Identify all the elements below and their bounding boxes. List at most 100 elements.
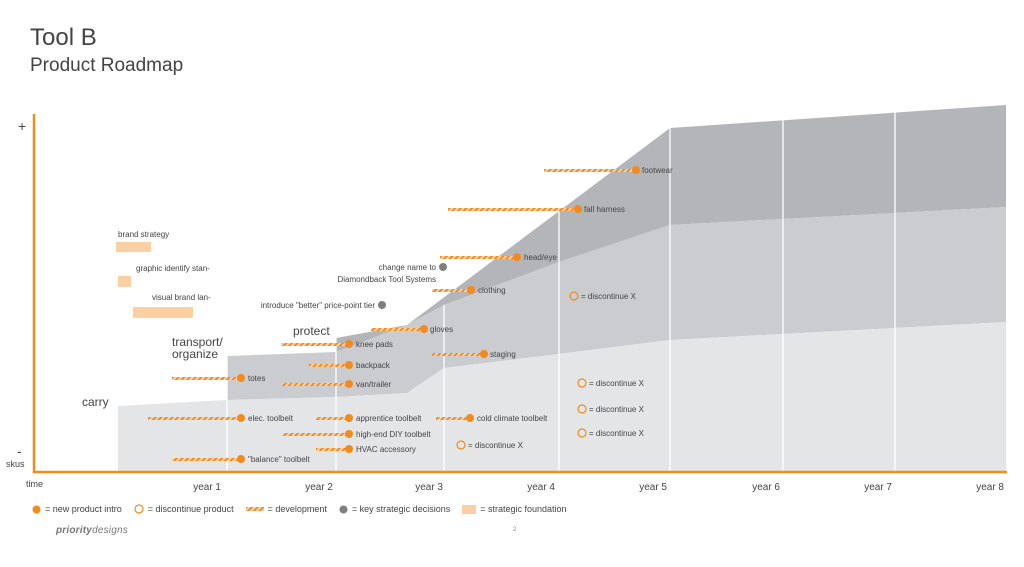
product-label: clothing bbox=[478, 286, 506, 295]
orange-dot-icon bbox=[32, 505, 41, 513]
tier-label-carry: carry bbox=[82, 395, 109, 409]
legend-decisions: = key strategic decisions bbox=[339, 504, 450, 514]
tier-label-protect: protect bbox=[293, 324, 330, 338]
priority-designs-logo: prioritydesigns bbox=[56, 525, 128, 536]
product-label: head/eye bbox=[524, 253, 557, 262]
decision-label: Diamondback Tool Systems bbox=[337, 275, 436, 284]
foundation-swatch-icon bbox=[462, 504, 477, 514]
product-label: van/trailer bbox=[356, 380, 391, 389]
product-dot bbox=[345, 340, 353, 348]
development-bar bbox=[436, 417, 470, 420]
legend-label: = development bbox=[267, 504, 327, 514]
discontinue-label: = discontinue X bbox=[589, 429, 645, 438]
discontinue-circle bbox=[577, 428, 587, 438]
legend-discontinue: = discontinue product bbox=[134, 504, 234, 514]
year-label: year 3 bbox=[415, 482, 443, 493]
decision-label: introduce "better" price-point tier bbox=[261, 301, 376, 310]
product-label: HVAC accessory bbox=[356, 445, 416, 454]
decision-label: change name to bbox=[379, 263, 437, 272]
product-label: knee pads bbox=[356, 340, 393, 349]
decision-dot bbox=[378, 301, 386, 309]
product-dot bbox=[345, 361, 353, 369]
development-bar bbox=[283, 433, 349, 436]
product-label: gloves bbox=[430, 325, 453, 334]
gray-dot-icon bbox=[339, 505, 348, 513]
development-bar bbox=[172, 458, 241, 461]
development-bar bbox=[148, 417, 241, 420]
product-dot bbox=[467, 286, 475, 294]
year-label: year 5 bbox=[639, 482, 667, 493]
product-dot bbox=[574, 205, 582, 213]
development-bar bbox=[281, 343, 349, 346]
discontinue-label: = discontinue X bbox=[589, 379, 645, 388]
hatch-bar-icon bbox=[245, 507, 264, 511]
product-dot bbox=[237, 455, 245, 463]
y-axis-plus: + bbox=[18, 118, 26, 134]
y-axis-label: skus bbox=[6, 459, 25, 469]
discontinue-circle bbox=[456, 440, 466, 450]
product-label: elec. toolbelt bbox=[248, 414, 294, 423]
development-bar bbox=[281, 383, 349, 386]
decision-dot bbox=[439, 263, 447, 271]
development-bar bbox=[371, 328, 424, 331]
product-label: backpack bbox=[356, 361, 391, 370]
year-label: year 4 bbox=[527, 482, 555, 493]
product-dot bbox=[420, 325, 428, 333]
y-axis-minus: - bbox=[17, 443, 22, 459]
year-label: year 2 bbox=[305, 482, 333, 493]
logo-rest: designs bbox=[92, 525, 128, 536]
foundation-bar bbox=[116, 242, 151, 252]
product-dot bbox=[513, 253, 521, 261]
foundation-label: visual brand lan- bbox=[152, 293, 211, 302]
discontinue-label: = discontinue X bbox=[468, 441, 524, 450]
discontinue-circle bbox=[577, 378, 587, 388]
product-label: totes bbox=[248, 374, 265, 383]
product-dot bbox=[237, 414, 245, 422]
product-label: high-end DIY toolbelt bbox=[356, 430, 431, 439]
legend-development: = development bbox=[245, 504, 327, 514]
product-label: cold climate toolbelt bbox=[477, 414, 548, 423]
discontinue-label: = discontinue X bbox=[581, 292, 637, 301]
strategic-foundation: brand strategy graphic identify stan- vi… bbox=[116, 230, 211, 318]
year-label: year 6 bbox=[752, 482, 780, 493]
foundation-label: brand strategy bbox=[118, 230, 169, 239]
development-bar bbox=[316, 417, 349, 420]
tier-label-organize: organize bbox=[172, 347, 218, 361]
development-bar bbox=[448, 208, 578, 211]
development-bar bbox=[440, 256, 517, 259]
orange-ring-icon bbox=[134, 504, 144, 514]
product-label: staging bbox=[490, 350, 516, 359]
x-axis-label: time bbox=[26, 479, 43, 489]
product-dot bbox=[345, 414, 353, 422]
page-subtitle: Product Roadmap bbox=[30, 55, 184, 76]
discontinued-products: = discontinue X = discontinue X = discon… bbox=[456, 291, 645, 450]
product-dot bbox=[237, 374, 245, 382]
product-dot bbox=[480, 350, 488, 358]
product-dot bbox=[632, 166, 640, 174]
legend-label: = key strategic decisions bbox=[351, 504, 451, 514]
foundation-label: graphic identify stan- bbox=[136, 264, 210, 273]
development-bar bbox=[172, 377, 241, 380]
foundation-bar bbox=[118, 276, 131, 287]
development-bar bbox=[309, 364, 349, 367]
discontinue-label: = discontinue X bbox=[589, 405, 645, 414]
product-dot bbox=[345, 430, 353, 438]
development-bar bbox=[316, 448, 349, 451]
product-intros: footwear fall harness head/eye clothing … bbox=[148, 166, 673, 464]
legend-label: = discontinue product bbox=[147, 504, 234, 514]
band-dark bbox=[336, 105, 1006, 352]
product-dot bbox=[345, 445, 353, 453]
legend-new-product: = new product intro bbox=[32, 504, 122, 514]
product-label: "balance" toolbelt bbox=[248, 455, 311, 464]
foundation-bar bbox=[133, 307, 193, 318]
development-bar bbox=[544, 169, 636, 172]
strategic-decisions: change name to Diamondback Tool Systems … bbox=[261, 263, 447, 310]
year-label: year 8 bbox=[976, 482, 1004, 493]
discontinue-circle bbox=[577, 404, 587, 414]
band-mid bbox=[227, 207, 1006, 400]
tier-label-transport: transport/ bbox=[172, 335, 223, 349]
legend: = new product intro = discontinue produc… bbox=[32, 504, 579, 514]
year-label: year 1 bbox=[193, 482, 221, 493]
page-title: Tool B bbox=[30, 24, 97, 51]
